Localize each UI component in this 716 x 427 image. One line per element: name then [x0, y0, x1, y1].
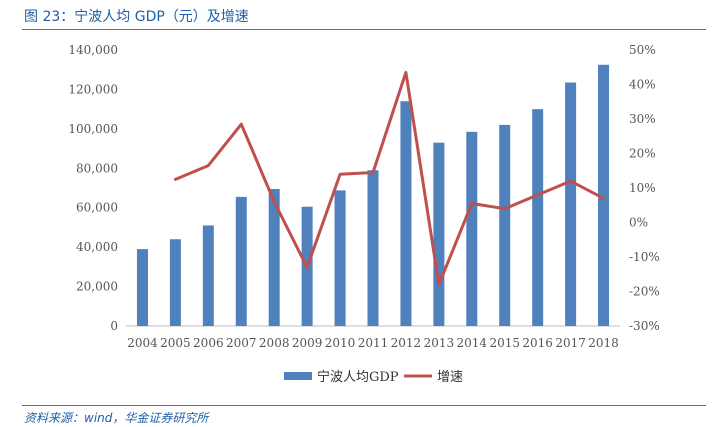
bar	[466, 131, 478, 326]
y-right-tick-label: 30%	[629, 112, 656, 126]
source-note: 资料来源：wind，华金证券研究所	[24, 411, 209, 425]
y-right-tick-label: 50%	[629, 43, 656, 57]
bar	[268, 188, 280, 326]
legend-label: 增速	[437, 370, 463, 385]
bar	[400, 101, 412, 326]
y-right-tick-label: 10%	[629, 181, 656, 195]
y-left-tick-label: 40,000	[76, 240, 118, 254]
bar-series	[126, 64, 620, 327]
x-tick-label: 2009	[292, 336, 323, 350]
y-right-tick-label: 20%	[629, 147, 656, 161]
x-axis-labels: 2004 2005 2006 2007 2008 2009 2010 2011 2012 2013…	[127, 336, 619, 350]
x-tick-label: 2004	[127, 336, 158, 350]
x-tick-label: 2014	[457, 336, 488, 350]
y-left-tick-label: 60,000	[76, 201, 118, 215]
x-tick-label: 2017	[555, 336, 586, 350]
legend-bar-swatch	[284, 372, 312, 380]
bar	[532, 109, 544, 327]
title-rule	[22, 29, 706, 30]
bar	[367, 170, 379, 326]
y-right-tick-label: -10%	[629, 250, 660, 264]
y-left-tick-label: 80,000	[76, 161, 118, 175]
bar	[433, 142, 445, 326]
legend: 宁波人均GDP 增速	[284, 369, 463, 385]
y-right-tick-label: 40%	[629, 78, 656, 92]
x-tick-label: 2018	[588, 336, 619, 350]
bar	[136, 249, 148, 326]
bar	[499, 124, 511, 327]
right-axis: -30% -20% -10% 0% 10% 20% 30% 40% 50%	[629, 43, 660, 333]
y-left-tick-label: 0	[110, 319, 118, 333]
x-tick-label: 2010	[325, 336, 356, 350]
source-rule	[22, 405, 706, 406]
y-left-tick-label: 20,000	[76, 280, 118, 294]
y-right-tick-label: -30%	[629, 319, 660, 333]
y-left-tick-label: 140,000	[68, 43, 118, 57]
x-tick-label: 2016	[522, 336, 553, 350]
y-right-tick-label: -20%	[629, 285, 660, 299]
x-tick-label: 2006	[193, 336, 224, 350]
bar	[334, 190, 346, 326]
x-tick-label: 2011	[358, 336, 389, 350]
y-left-tick-label: 120,000	[68, 82, 118, 96]
y-left-tick-label: 100,000	[68, 122, 118, 136]
x-tick-label: 2013	[424, 336, 455, 350]
x-tick-label: 2008	[259, 336, 290, 350]
x-tick-label: 2015	[489, 336, 520, 350]
left-axis: 0 20,000 40,000 60,000 80,000 100,000 120,000 1…	[68, 43, 118, 333]
y-right-tick-label: 0%	[629, 216, 648, 230]
bar	[169, 239, 181, 326]
figure-title: 图 23：宁波人均 GDP（元）及增速	[24, 9, 249, 25]
bar	[598, 64, 610, 327]
x-tick-label: 2005	[160, 336, 191, 350]
bar	[202, 225, 214, 326]
legend-label: 宁波人均GDP	[317, 369, 399, 385]
growth-line-series	[173, 70, 605, 287]
growth-line	[173, 70, 605, 287]
bar	[235, 196, 247, 326]
x-tick-label: 2007	[226, 336, 257, 350]
x-tick-label: 2012	[391, 336, 422, 350]
bar	[565, 82, 577, 327]
